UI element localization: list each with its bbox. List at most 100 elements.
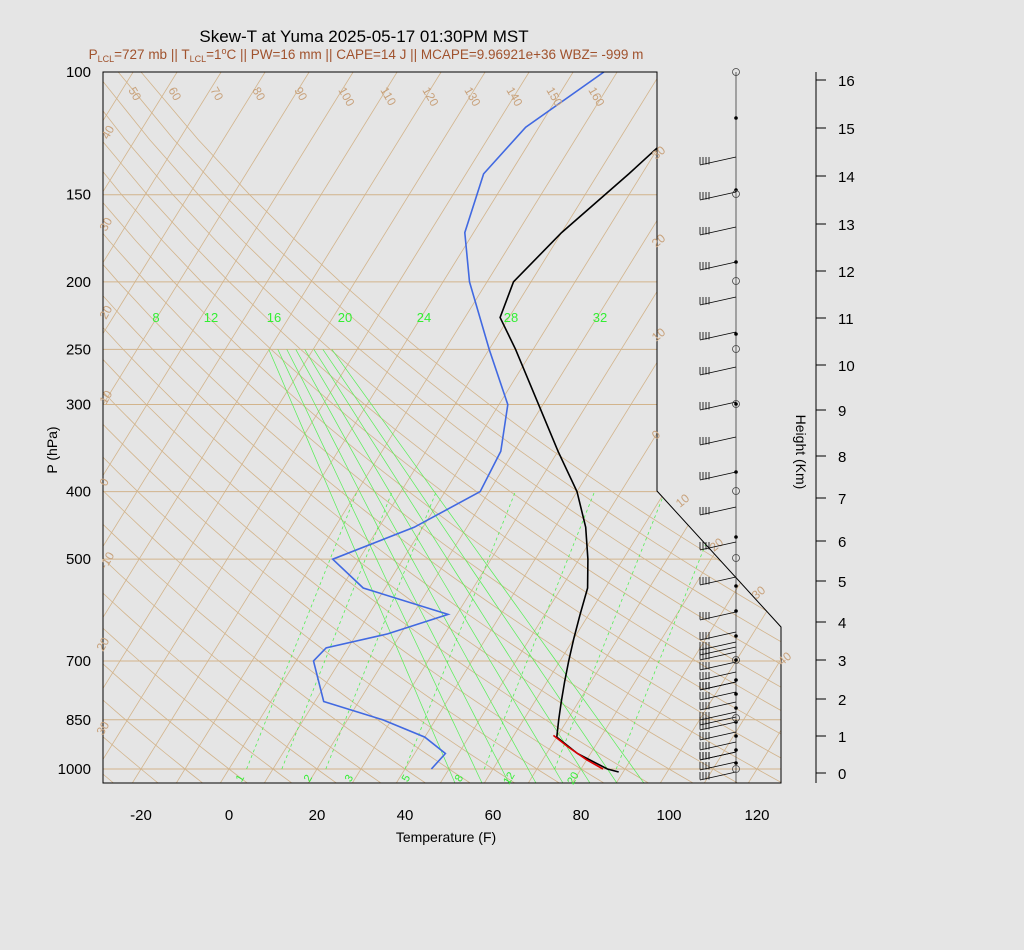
temperature-tick-label: 80 (573, 807, 590, 824)
isotherm-line (703, 72, 781, 783)
mixing-ratio-label-top: 8 (152, 310, 159, 325)
mixing-ratio-label-top: 12 (204, 310, 218, 325)
wind-level-dot (734, 658, 738, 662)
height-tick-label: 3 (838, 653, 846, 670)
series-line-parcel (552, 734, 604, 770)
wind-level-dot (734, 678, 738, 682)
wind-level-dot (734, 761, 738, 765)
isotherm-label: 20 (649, 231, 668, 251)
temperature-tick-label: 40 (397, 807, 414, 824)
moist-adiabat-line (322, 349, 618, 783)
isotherm-label: 160 (585, 85, 607, 110)
pressure-tick-label: 200 (66, 274, 91, 291)
subtitle-degree: o (222, 46, 227, 56)
mixing-ratio-label-bottom: 20 (565, 770, 582, 787)
isotherm-label: 110 (377, 85, 399, 109)
chart-subtitle: PLCL=727 mb || TLCL=1oC || PW=16 mm || C… (89, 46, 644, 64)
isotherm-line (103, 72, 178, 783)
pressure-tick-label: 1000 (58, 761, 91, 778)
height-tick-label: 15 (838, 121, 855, 138)
wind-barb (699, 366, 737, 376)
wind-level-circle (732, 190, 740, 198)
isotherm-line (747, 72, 781, 783)
chart-title: Skew-T at Yuma 2025-05-17 01:30PM MST (199, 27, 528, 46)
dry-adiabat-line (103, 72, 472, 783)
dry-adiabat-line (103, 72, 781, 783)
dry-adiabat-line (103, 72, 204, 783)
wind-level-dot (734, 332, 738, 336)
mixing-ratio-label-bottom: 1 (234, 773, 247, 784)
isotherm-line (571, 72, 781, 783)
isotherm-line (483, 72, 781, 783)
isotherm-line (395, 72, 781, 783)
dry-adiabat-line (103, 72, 606, 783)
subtitle-plcl-value: =727 mb || T (114, 47, 189, 62)
isotherm-line (836, 72, 1024, 784)
height-tick-label: 14 (838, 169, 855, 186)
wind-level-circle (732, 487, 740, 495)
pressure-tick-label: 850 (66, 712, 91, 729)
wind-level-circle (732, 277, 740, 285)
y-axis-label: P (hPa) (44, 426, 60, 473)
mixing-ratio-line (554, 491, 666, 770)
height-tick-label: 9 (838, 403, 846, 420)
dry-adiabat-line (103, 72, 249, 783)
dry-adiabat-line (117, 72, 781, 783)
isotherm-label: -10 (96, 549, 117, 571)
wind-barb (699, 716, 737, 726)
isotherm-label: 40 (775, 649, 794, 669)
temperature-tick-label: -20 (130, 807, 152, 824)
pressure-tick-label: 100 (66, 64, 91, 81)
height-axis-label: Height (Km) (793, 415, 809, 490)
mixing-ratio-label-top: 32 (593, 310, 607, 325)
dry-adiabat-line (103, 72, 427, 783)
height-tick-label: 2 (838, 692, 846, 709)
wind-barb (699, 401, 737, 411)
subtitle-tlcl-sub: LCL (190, 54, 207, 64)
wind-level-dot (734, 692, 738, 696)
wind-barb (699, 191, 737, 201)
isotherm-label: 80 (249, 85, 268, 104)
moist-adiabat-line (268, 349, 456, 783)
temperature-tick-label: 120 (744, 807, 769, 824)
mixing-ratio-line (281, 491, 393, 770)
dry-adiabat-line (103, 72, 160, 783)
isotherm-line (219, 72, 662, 783)
isotherm-label: 30 (96, 215, 115, 234)
wind-barb (699, 691, 737, 701)
dry-adiabat-line (103, 72, 651, 783)
mixing-ratio-label-bottom: 12 (501, 770, 518, 787)
series-line-dewpoint (312, 72, 605, 770)
isotherm-label: 20 (96, 303, 115, 322)
subtitle-plcl-prefix: P (89, 47, 98, 62)
isotherm-label: 90 (291, 85, 310, 104)
moist-adiabat-line (313, 349, 591, 783)
wind-barb (699, 631, 737, 641)
wind-level-circle (732, 656, 740, 664)
height-tick-label: 10 (838, 358, 855, 375)
temperature-tick-label: 100 (656, 807, 681, 824)
isotherm-label: 10 (96, 388, 115, 407)
height-tick-label: 11 (838, 311, 854, 328)
isotherm-label: 140 (503, 85, 525, 110)
wind-level-circle (732, 554, 740, 562)
wind-level-circle (732, 345, 740, 353)
wind-barb-layer (699, 68, 740, 783)
wind-barb (699, 576, 737, 586)
mixing-ratio-label-bottom: 3 (343, 773, 356, 784)
dry-adiabat-line (103, 72, 740, 783)
wind-barb (699, 471, 737, 481)
wind-level-dot (734, 609, 738, 613)
wind-barb (699, 701, 737, 711)
wind-level-circle (732, 714, 740, 722)
series-line-temperature (499, 72, 737, 773)
wind-level-dot (734, 535, 738, 539)
dry-adiabat-line (103, 72, 781, 783)
wind-barb (699, 741, 737, 751)
mixing-ratio-label-top: 28 (504, 310, 518, 325)
isotherm-label: 50 (125, 85, 144, 104)
isotherm-label: 70 (207, 85, 226, 104)
moist-adiabat-line (286, 349, 510, 783)
subtitle-rest: C || PW=16 mm || CAPE=14 J || MCAPE=9.96… (227, 47, 644, 62)
height-tick-label: 5 (838, 574, 846, 591)
